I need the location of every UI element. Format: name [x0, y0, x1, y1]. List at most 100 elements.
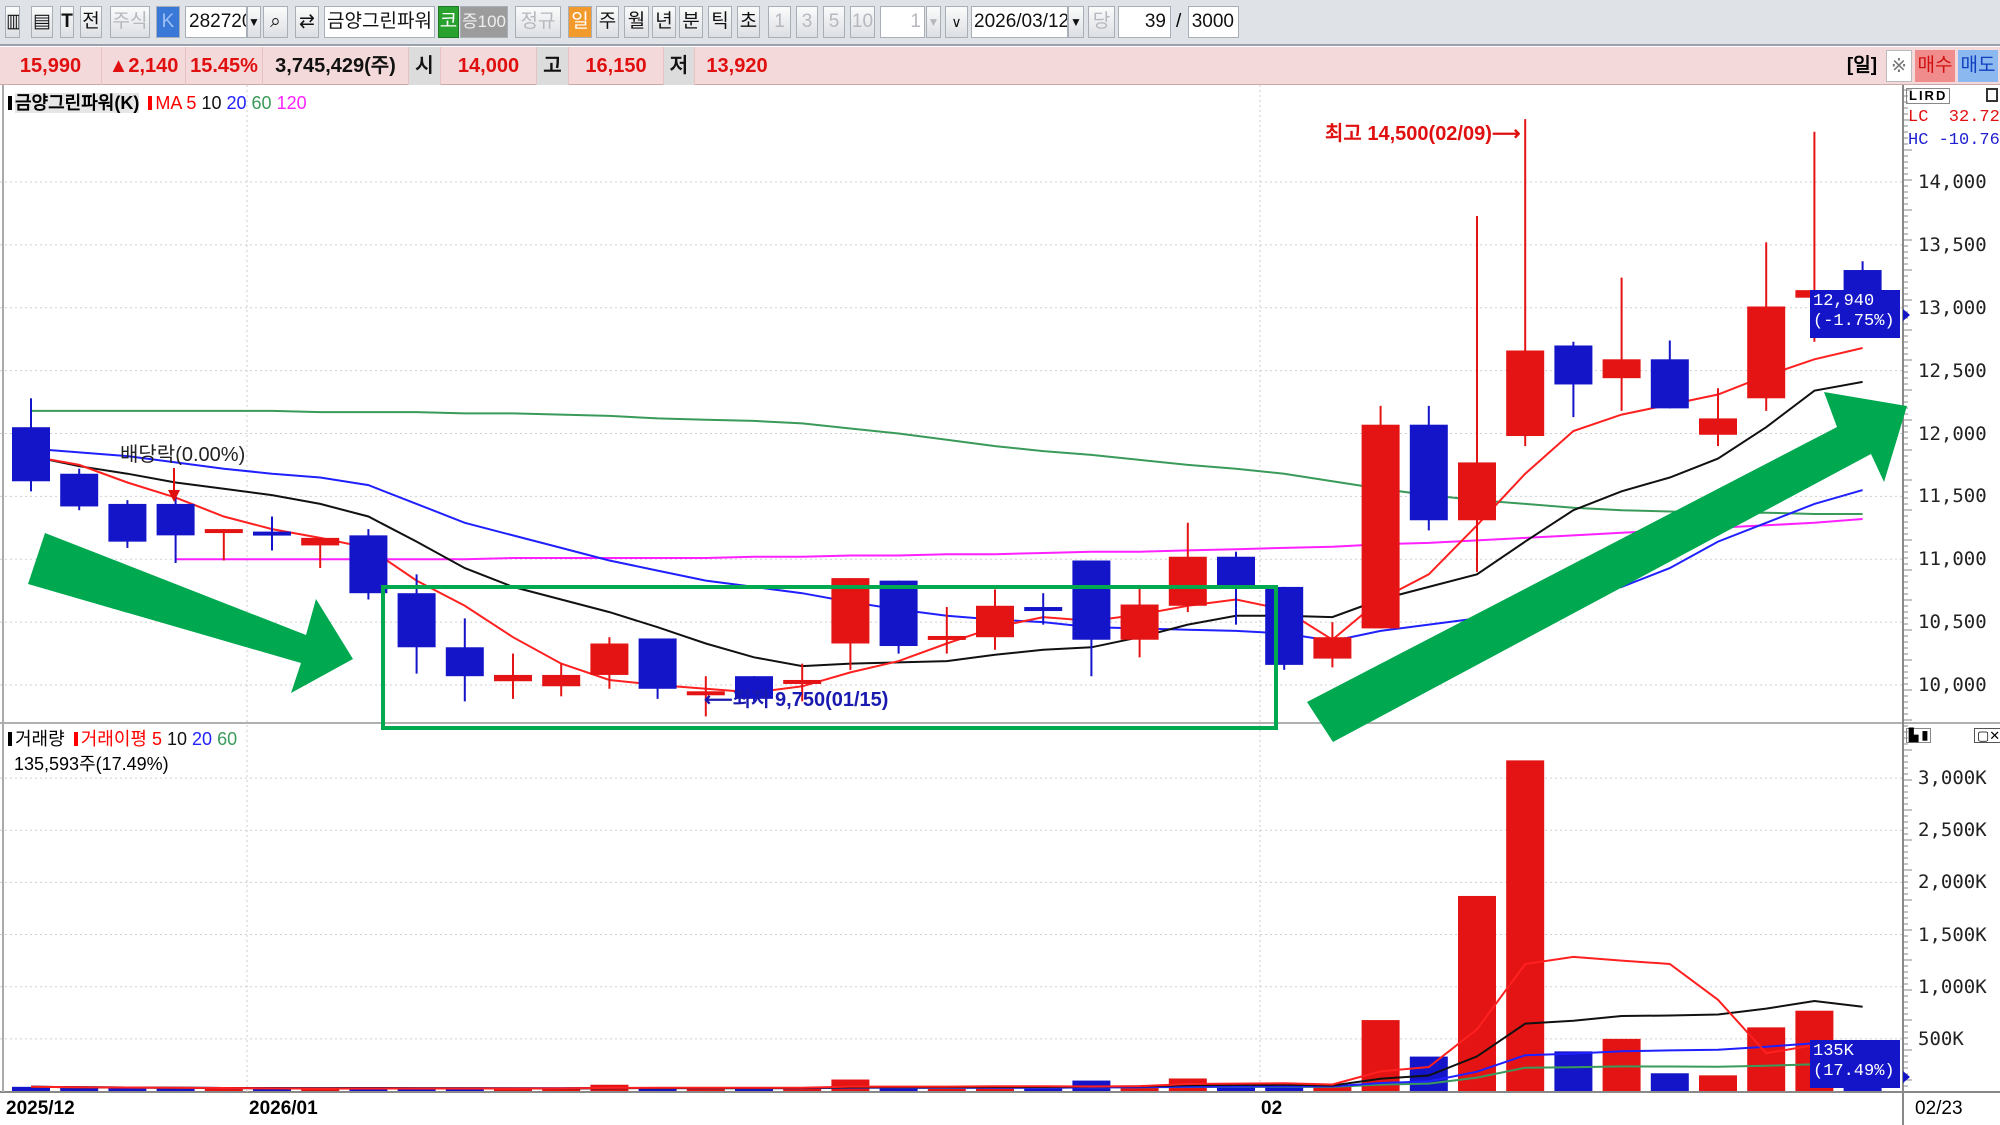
text-tool-button[interactable]: T	[60, 6, 74, 38]
volume-bar	[1458, 895, 1496, 1091]
ma10-label[interactable]: 10	[201, 93, 222, 113]
volume-bar	[686, 1088, 725, 1091]
dividend-annotation: 배당락(0.00%)	[120, 444, 246, 466]
maximize-icon[interactable]	[1986, 88, 1998, 102]
period-year-button[interactable]: 년	[652, 6, 676, 38]
stock-chart[interactable]	[0, 85, 2000, 1125]
interval-3-button[interactable]: 3	[796, 6, 818, 38]
market-badge: 코	[438, 6, 459, 38]
display-count-input[interactable]: 39	[1118, 6, 1171, 38]
period-week-button[interactable]: 주	[596, 6, 619, 38]
k-button[interactable]: K	[156, 6, 180, 38]
ma-label[interactable]: MA	[155, 93, 182, 113]
volume-panel-close-icon[interactable]: ▢✕	[1974, 728, 2000, 743]
candle-up	[831, 578, 870, 644]
candle-up	[1168, 556, 1207, 606]
candle-down	[1409, 424, 1448, 521]
ma120-label[interactable]: 120	[276, 93, 307, 113]
date-dropdown-icon[interactable]: ▼	[1068, 6, 1084, 38]
volume-panel-scale-buttons[interactable]: ▙ ▮	[1906, 728, 1932, 743]
settings-button[interactable]: ※	[1886, 50, 1912, 82]
code-dropdown-icon[interactable]: ▼	[247, 6, 261, 38]
low-label: 저	[664, 47, 695, 85]
volume-tick-label: 1,000K	[1918, 975, 1987, 998]
vma10-label[interactable]: 10	[167, 729, 188, 749]
search-icon[interactable]: ⌕	[263, 6, 288, 38]
stock-type-button[interactable]: 주식	[110, 6, 150, 38]
open-price: 14,000	[441, 47, 537, 85]
candle-up	[1506, 350, 1545, 437]
low-price: 13,920	[706, 55, 768, 77]
volume-ma5-line	[30, 955, 1863, 1090]
current-price-tag-value: 12,940	[1813, 292, 1875, 311]
ma5-label[interactable]: 5	[186, 93, 197, 113]
ma60-line	[31, 409, 1863, 515]
interval-5-button[interactable]: 5	[823, 6, 845, 38]
candle-down	[1554, 345, 1593, 385]
volume-bar	[638, 1087, 677, 1091]
period-second-button[interactable]: 초	[737, 6, 760, 38]
volume-ma-title[interactable]: 거래이평	[80, 729, 147, 749]
period-day-button[interactable]: 일	[568, 6, 592, 38]
hc-value: HC -10.76%	[1908, 131, 2000, 150]
chevron-down-icon[interactable]: ∨	[945, 6, 968, 38]
price-series-title[interactable]: 금양그린파워(K)	[15, 93, 140, 113]
candle-down	[60, 473, 99, 507]
buy-button[interactable]: 매수	[1915, 50, 1955, 82]
swap-icon[interactable]: ⇄	[295, 6, 319, 38]
volume-bar	[1313, 1086, 1352, 1091]
ma120-line	[175, 518, 1863, 561]
date-value: 2026/03/12	[974, 11, 1068, 32]
volume-bar	[397, 1088, 436, 1091]
low-annotation: ⟵최저 9,750(01/15)	[704, 689, 889, 711]
stock-code-input[interactable]: 282720	[185, 6, 247, 38]
high-label: 고	[537, 47, 569, 85]
session-button[interactable]: 정규	[515, 6, 561, 38]
sell-button[interactable]: 매도	[1958, 50, 1998, 82]
period-indicator: [일]	[1846, 55, 1878, 76]
volume-bar	[60, 1087, 99, 1091]
period-month-button[interactable]: 월	[624, 6, 649, 38]
toolbar: ▥ ▤ T 전 주식 K 282720 ▼ ⌕ ⇄ 금양그린파워 코 증100 …	[0, 0, 2000, 46]
vma20-label[interactable]: 20	[192, 729, 213, 749]
candle-up	[1602, 359, 1641, 379]
layout-icon-2[interactable]: ▤	[31, 6, 53, 38]
interval-1-button[interactable]: 1	[768, 6, 791, 38]
dang-button[interactable]: 당	[1088, 6, 1115, 38]
x-axis-right-label: 02/23	[1915, 1098, 1963, 1119]
panel-scale-buttons[interactable]: LIRD	[1906, 88, 1951, 104]
change-percent: 15.45%	[186, 47, 263, 85]
candle-up	[1120, 604, 1159, 640]
vma5-label[interactable]: 5	[151, 729, 162, 749]
volume-bar	[1409, 1056, 1448, 1091]
all-button[interactable]: 전	[80, 6, 102, 38]
trade-volume: 3,745,429(주)	[263, 47, 409, 85]
volume-bar	[542, 1088, 581, 1091]
ma60-label[interactable]: 60	[251, 93, 272, 113]
candle-down	[735, 676, 773, 699]
period-tick-button[interactable]: 틱	[708, 6, 732, 38]
candle-up	[204, 529, 243, 534]
vma60-label[interactable]: 60	[217, 729, 238, 749]
volume-bar	[1650, 1073, 1689, 1091]
candle-up	[976, 605, 1014, 638]
period-minute-button[interactable]: 분	[679, 6, 703, 38]
highlight-box	[381, 585, 1278, 730]
candle-up	[494, 674, 532, 682]
stock-name-field: 금양그린파워	[324, 6, 435, 38]
interval-input[interactable]: 1	[880, 6, 925, 38]
volume-bar	[1602, 1038, 1641, 1091]
volume-bar	[253, 1088, 291, 1091]
volume-bar	[1699, 1075, 1737, 1091]
ma20-label[interactable]: 20	[226, 93, 247, 113]
total-count-input[interactable]: 3000	[1188, 6, 1239, 38]
date-input[interactable]: 2026/03/12	[971, 6, 1068, 38]
interval-dropdown-icon[interactable]: ▼	[926, 6, 941, 38]
candle-up	[542, 674, 581, 687]
volume-bar	[1506, 760, 1545, 1091]
candle-down	[638, 638, 677, 689]
volume-bar	[735, 1088, 773, 1091]
interval-10-button[interactable]: 10	[850, 6, 875, 38]
layout-icon-1[interactable]: ▥	[5, 6, 20, 38]
volume-title[interactable]: 거래량	[15, 729, 65, 749]
